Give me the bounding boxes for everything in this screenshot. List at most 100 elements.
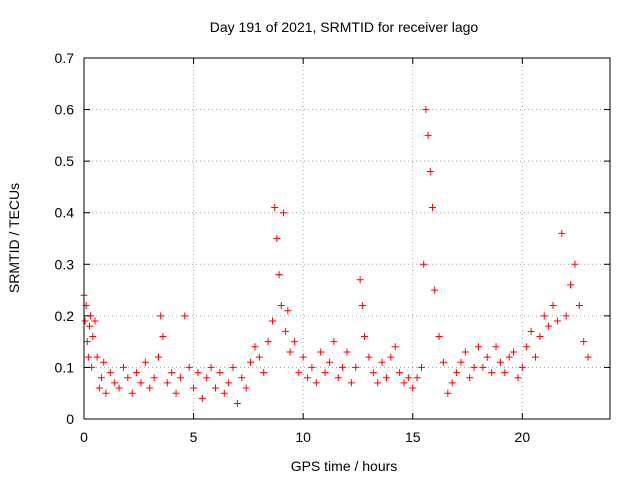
data-point — [308, 363, 316, 371]
data-point — [549, 302, 557, 310]
data-point — [492, 343, 500, 351]
data-point — [98, 374, 106, 382]
data-point — [365, 353, 373, 361]
y-tick-label: 0.1 — [55, 359, 75, 375]
data-point — [176, 374, 184, 382]
data-point — [279, 209, 287, 217]
data-point — [163, 379, 171, 387]
data-point — [361, 332, 369, 340]
data-point — [527, 327, 535, 335]
data-point — [553, 317, 561, 325]
data-point — [277, 302, 285, 310]
data-point — [185, 363, 193, 371]
data-point — [286, 348, 294, 356]
data-point — [133, 369, 141, 377]
data-point — [426, 167, 434, 175]
data-point — [479, 363, 487, 371]
data-point — [146, 384, 154, 392]
data-point — [369, 369, 377, 377]
data-point — [540, 312, 548, 320]
data-point — [284, 307, 292, 315]
data-point — [190, 384, 198, 392]
data-point — [251, 343, 259, 351]
data-point — [93, 353, 101, 361]
data-point — [295, 369, 303, 377]
data-point — [229, 363, 237, 371]
data-point — [523, 343, 531, 351]
data-point — [571, 260, 579, 268]
data-point — [150, 374, 158, 382]
data-point — [207, 363, 215, 371]
data-point — [330, 338, 338, 346]
data-point — [181, 312, 189, 320]
data-point — [358, 302, 366, 310]
data-point — [271, 204, 279, 212]
data-point — [85, 322, 93, 330]
axis-ticks: 0 5 10 15 20 0 0.1 0.2 0.3 0.4 0.5 0.6 0.7 — [55, 50, 610, 445]
data-point — [501, 369, 509, 377]
data-point — [400, 379, 408, 387]
data-point — [83, 338, 91, 346]
y-tick-label: 0 — [66, 411, 74, 427]
data-point — [238, 374, 246, 382]
data-point — [404, 374, 412, 382]
x-tick-label: 20 — [515, 429, 531, 445]
data-point — [558, 229, 566, 237]
x-tick-label: 10 — [295, 429, 311, 445]
data-point — [168, 369, 176, 377]
data-point — [514, 374, 522, 382]
data-point — [518, 363, 526, 371]
data-point — [233, 400, 241, 408]
data-point — [84, 353, 92, 361]
data-point — [567, 281, 575, 289]
data-point — [290, 338, 298, 346]
x-axis-label: GPS time / hours — [291, 458, 398, 474]
data-point — [212, 384, 219, 392]
data-point — [422, 106, 430, 114]
data-point — [352, 363, 360, 371]
data-points — [80, 106, 592, 408]
data-point — [347, 379, 355, 387]
data-point — [89, 332, 97, 340]
data-point — [435, 332, 443, 340]
data-point — [141, 358, 149, 366]
x-tick-label: 5 — [190, 429, 198, 445]
data-point — [475, 343, 482, 351]
data-point — [106, 369, 114, 377]
data-point — [382, 374, 390, 382]
data-point — [273, 235, 281, 242]
data-point — [194, 369, 202, 377]
data-point — [81, 317, 89, 325]
data-point — [100, 358, 108, 366]
data-point — [102, 389, 110, 397]
data-point — [317, 348, 325, 356]
data-point — [488, 369, 496, 377]
data-point — [439, 358, 447, 366]
data-point — [575, 302, 583, 310]
data-point — [531, 353, 539, 361]
data-point — [95, 384, 103, 392]
y-tick-label: 0.3 — [55, 256, 75, 272]
y-tick-label: 0.5 — [55, 153, 75, 169]
data-point — [321, 369, 329, 377]
data-point — [374, 379, 382, 387]
data-point — [304, 374, 312, 382]
data-point — [396, 369, 404, 377]
data-point — [545, 322, 553, 330]
data-point — [268, 317, 276, 325]
data-point — [461, 348, 469, 356]
plot-frame — [83, 57, 611, 420]
data-point — [470, 363, 478, 371]
data-point — [580, 338, 588, 346]
data-point — [91, 317, 99, 325]
data-point — [220, 389, 228, 397]
y-tick-label: 0.4 — [55, 205, 75, 221]
data-point — [431, 286, 439, 294]
data-point — [418, 363, 426, 371]
data-point — [282, 327, 290, 335]
y-tick-label: 0.7 — [55, 50, 75, 66]
data-point — [198, 394, 206, 402]
data-point — [275, 271, 283, 279]
